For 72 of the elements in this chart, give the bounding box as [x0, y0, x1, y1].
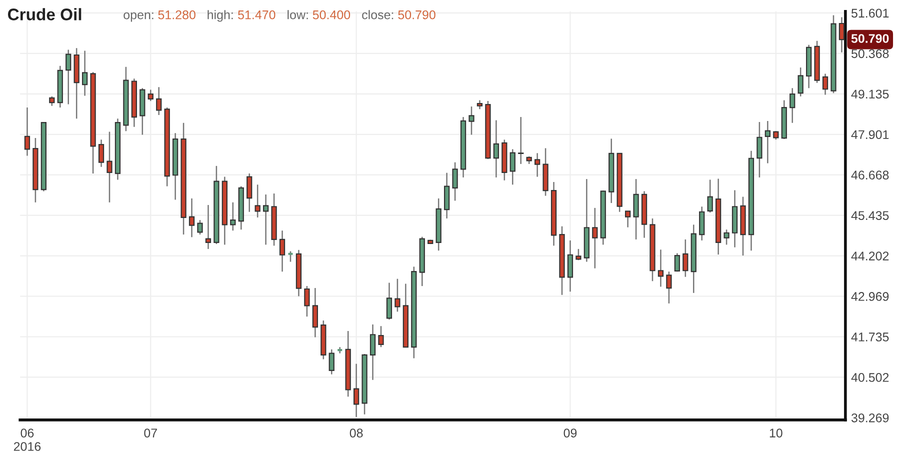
candlestick [148, 89, 154, 102]
annotation: close: 50.790 [362, 10, 436, 20]
candlestick [838, 16, 845, 53]
candlestick [510, 148, 516, 186]
x-tick-label: 06 2016 [14, 428, 41, 451]
x-tick-label: 07 [144, 428, 157, 438]
candlestick [468, 106, 474, 136]
candlestick [66, 49, 72, 105]
candlestick [328, 348, 334, 375]
candlestick [592, 207, 598, 269]
candlestick [444, 172, 450, 220]
candlestick [756, 121, 762, 178]
annotation: high: 51.470 [208, 10, 276, 22]
candlestick [279, 230, 286, 272]
candlestick [518, 116, 524, 165]
candlestick [658, 248, 664, 288]
candlestick [633, 178, 639, 240]
y-tick-label: 41.735 [851, 332, 889, 342]
y-tick-label: 49.135 [851, 90, 889, 99]
candlestick [353, 363, 360, 418]
candlestick [707, 179, 713, 214]
candlestick [699, 206, 705, 242]
candlestick [262, 194, 269, 246]
y-tick-label: 51.601 [851, 8, 889, 18]
candlestick [798, 66, 804, 97]
candlestick [370, 324, 376, 381]
y-tick-label: 44.202 [851, 252, 889, 260]
candlestick [493, 120, 499, 178]
candlestick [567, 240, 574, 292]
candlestick [682, 238, 688, 278]
candlestick [49, 96, 55, 106]
y-tick-label: 46.668 [851, 170, 889, 180]
candlestick [764, 120, 770, 164]
candlestick [674, 252, 680, 272]
candlestick [312, 287, 318, 338]
y-tick-label: 40.502 [851, 373, 889, 382]
annotation: open: 51.280 [124, 10, 196, 22]
chart-title: Crude Oil [8, 8, 82, 20]
x-tick-label: 08 [350, 428, 363, 438]
candlestick [576, 248, 582, 261]
candlestick [822, 73, 828, 96]
x-tick-label: 10 [770, 428, 782, 438]
y-tick-label: 42.969 [851, 292, 889, 301]
candlestick [452, 162, 458, 202]
candlestick [106, 131, 112, 203]
candlestick [98, 139, 104, 168]
candlestick [24, 106, 30, 156]
y-tick-label: 45.435 [851, 211, 889, 220]
candlestick [82, 50, 88, 96]
candlestick [304, 285, 310, 318]
candlestick [624, 210, 631, 228]
y-tick-label: 39.269 [851, 413, 889, 422]
candlestick [378, 325, 384, 348]
candlestick [156, 86, 162, 116]
candlestick [724, 228, 730, 246]
x-tick-label: 09 [564, 428, 577, 438]
candlestick [386, 282, 392, 320]
candlestick [287, 250, 294, 262]
candlestick [197, 219, 203, 236]
candlestick [394, 278, 400, 312]
y-tick-label: 50.368 [851, 49, 889, 58]
candlestick [790, 88, 796, 124]
candlestick [246, 172, 252, 212]
candlestick [188, 198, 195, 238]
annotation: low: 50.400 [288, 10, 350, 20]
y-tick-label: 47.901 [851, 130, 889, 140]
candlestick [666, 270, 672, 304]
candlestick [534, 152, 540, 178]
candlestick [205, 204, 212, 250]
candlestick [230, 202, 236, 232]
candlestick [254, 184, 260, 218]
text: 50.790 [851, 34, 889, 43]
